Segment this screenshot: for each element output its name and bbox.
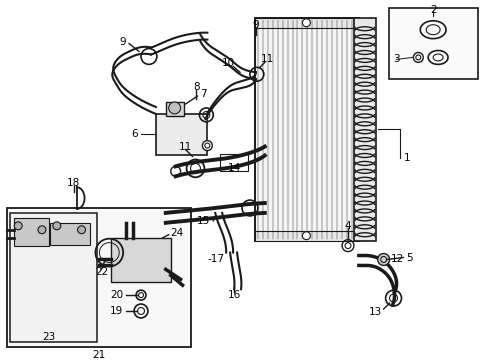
Bar <box>7 208 190 347</box>
Text: 1: 1 <box>403 153 409 163</box>
Bar <box>254 231 358 241</box>
Text: 21: 21 <box>92 350 105 360</box>
Bar <box>353 18 375 241</box>
Text: 9: 9 <box>119 37 126 46</box>
Circle shape <box>302 232 310 240</box>
Bar <box>388 8 477 79</box>
Text: 14: 14 <box>227 163 240 174</box>
Text: 23: 23 <box>42 332 56 342</box>
Circle shape <box>78 226 85 234</box>
Bar <box>111 238 170 282</box>
Bar <box>165 102 183 116</box>
Text: -17: -17 <box>207 255 224 265</box>
Text: 7: 7 <box>200 89 206 99</box>
Text: 2: 2 <box>429 5 436 15</box>
Text: 3: 3 <box>393 54 399 64</box>
Text: 12: 12 <box>390 255 403 265</box>
Bar <box>14 218 49 246</box>
Bar <box>156 114 207 156</box>
Text: 24: 24 <box>170 228 183 238</box>
Text: 10: 10 <box>221 58 234 68</box>
Circle shape <box>14 222 22 230</box>
Text: 19: 19 <box>110 306 123 316</box>
Text: 20: 20 <box>110 290 123 300</box>
Circle shape <box>202 141 212 150</box>
Bar <box>10 213 97 342</box>
Text: 4: 4 <box>344 221 350 231</box>
Text: 22: 22 <box>95 267 108 277</box>
Text: 8: 8 <box>193 82 200 92</box>
Circle shape <box>168 102 180 114</box>
Text: 5: 5 <box>406 252 412 262</box>
Text: 11: 11 <box>179 141 192 152</box>
Text: 9: 9 <box>252 20 259 30</box>
Text: 15: 15 <box>197 216 210 226</box>
Bar <box>220 153 247 171</box>
Text: 11: 11 <box>261 54 274 64</box>
Text: 6: 6 <box>131 129 138 139</box>
Circle shape <box>377 253 389 265</box>
Bar <box>50 223 89 245</box>
Text: 18: 18 <box>67 178 80 188</box>
Circle shape <box>302 19 310 27</box>
Text: 13: 13 <box>367 307 381 317</box>
Circle shape <box>38 226 46 234</box>
Bar <box>254 18 358 241</box>
Bar <box>254 18 358 28</box>
Text: 16: 16 <box>227 290 240 300</box>
Circle shape <box>53 222 61 230</box>
